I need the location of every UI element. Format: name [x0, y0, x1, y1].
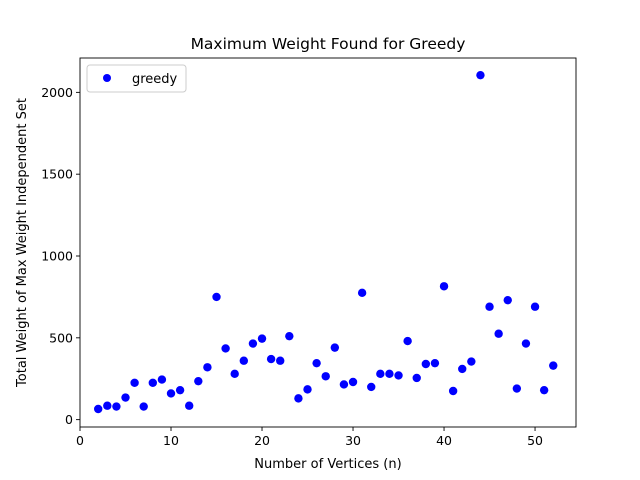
data-point: [376, 369, 385, 379]
data-point: [194, 376, 203, 386]
data-point: [458, 364, 467, 374]
data-point: [403, 336, 412, 346]
data-point: [148, 378, 158, 388]
data-point: [512, 384, 522, 393]
plot-frame: [79, 57, 577, 428]
data-point: [503, 295, 512, 305]
data-point: [230, 369, 239, 379]
data-point: [175, 385, 185, 395]
data-point: [157, 375, 167, 384]
data-point: [430, 358, 440, 368]
data-point: [530, 302, 540, 311]
data-point: [412, 373, 421, 383]
x-tick-label: 50: [527, 433, 543, 448]
x-tick-label: 0: [76, 433, 84, 448]
data-point: [257, 334, 267, 343]
y-tick-label: 500: [49, 330, 73, 345]
data-point: [339, 380, 349, 389]
plot-area: [80, 58, 576, 427]
data-point: [312, 358, 321, 368]
data-point: [294, 394, 303, 403]
data-point: [439, 282, 449, 291]
data-point: [212, 292, 221, 302]
data-point: [321, 372, 330, 381]
data-point: [521, 339, 531, 348]
x-tick-label: 20: [254, 433, 270, 448]
legend-marker: [103, 74, 111, 82]
data-point: [348, 377, 358, 387]
data-points: [94, 70, 558, 414]
x-tick-label: 30: [345, 433, 361, 448]
data-point: [248, 339, 258, 348]
data-point: [266, 354, 276, 364]
data-point: [203, 363, 212, 372]
data-point: [476, 70, 485, 80]
y-axis-ticks: 0 500 1000 1500 2000: [41, 85, 80, 427]
data-point: [221, 344, 230, 353]
data-point: [494, 329, 503, 338]
data-point: [549, 361, 558, 370]
y-tick-label: 0: [65, 412, 73, 427]
data-point: [421, 359, 431, 369]
chart-title: Maximum Weight Found for Greedy: [191, 35, 466, 53]
data-point: [303, 385, 312, 394]
data-point: [103, 401, 112, 410]
data-point: [467, 357, 476, 366]
data-point: [166, 389, 176, 398]
data-point: [276, 356, 285, 365]
y-tick-label: 2000: [41, 85, 73, 100]
data-point: [385, 369, 394, 379]
data-point: [357, 288, 367, 298]
data-point: [239, 356, 249, 365]
legend-label: greedy: [132, 72, 178, 87]
data-point: [448, 386, 458, 396]
x-axis-ticks: 0 10 20 30 40 50: [76, 427, 543, 448]
data-point: [330, 343, 340, 352]
data-point: [485, 302, 494, 311]
data-point: [394, 371, 403, 380]
x-tick-label: 40: [436, 433, 452, 448]
data-point: [121, 393, 130, 402]
y-tick-label: 1000: [41, 249, 73, 264]
legend-box: [86, 64, 187, 93]
data-point: [539, 385, 549, 395]
data-point: [130, 378, 139, 388]
x-tick-label: 10: [163, 433, 179, 448]
y-tick-label: 1500: [41, 167, 73, 182]
data-point: [285, 331, 294, 341]
data-point: [139, 402, 148, 411]
data-point: [94, 404, 103, 414]
legend: greedy: [86, 64, 187, 93]
data-point: [367, 382, 376, 392]
y-axis-label: Total Weight of Max Weight Independent S…: [15, 98, 30, 388]
x-axis-label: Number of Vertices (n): [254, 457, 401, 472]
data-point: [112, 402, 121, 411]
data-point: [185, 401, 194, 410]
